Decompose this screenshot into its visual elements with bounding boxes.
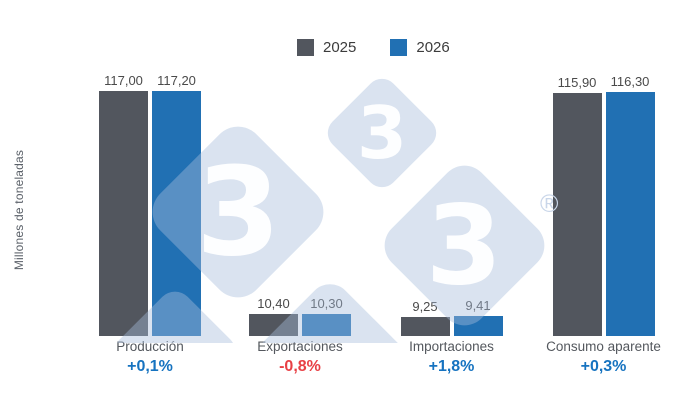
legend-item-2025: 2025: [297, 39, 356, 56]
plot-area: 117,00 117,20 Producción +0,1% 10,40 10,30 Exp…: [99, 73, 661, 375]
category-label-Consumo aparente: Consumo aparente: [546, 339, 661, 354]
legend: 2025 2026: [297, 39, 450, 56]
legend-label: 2026: [416, 39, 450, 56]
bar-2025-Producción: [99, 91, 148, 336]
value-label-2026-Consumo aparente: 116,30: [610, 74, 650, 89]
delta-label-Consumo aparente: +0,3%: [580, 358, 627, 375]
value-label-2026-Exportaciones: 10,30: [310, 296, 343, 311]
bar-2026-Producción: [152, 91, 201, 336]
legend-swatch-icon: [297, 39, 314, 56]
category-label-Exportaciones: Exportaciones: [257, 339, 343, 354]
value-label-2025-Importaciones: 9,25: [412, 299, 438, 314]
bar-2026-Importaciones: [453, 316, 503, 336]
value-label-2025-Exportaciones: 10,40: [257, 296, 290, 311]
legend-item-2026: 2026: [390, 39, 450, 56]
delta-label-Exportaciones: -0,8%: [279, 358, 321, 375]
value-label-2025-Producción: 117,00: [104, 73, 143, 88]
category-label-Producción: Producción: [116, 339, 184, 354]
delta-label-Producción: +0,1%: [127, 358, 173, 375]
legend-swatch-icon: [390, 39, 408, 56]
category-label-Importaciones: Importaciones: [409, 339, 494, 354]
value-label-2025-Consumo aparente: 115,90: [557, 75, 597, 90]
bar-2026-Consumo aparente: [605, 92, 655, 336]
value-label-2026-Producción: 117,20: [157, 73, 196, 88]
value-label-2026-Importaciones: 9,41: [465, 298, 491, 313]
y-axis-title: Millones de toneladas: [12, 149, 26, 271]
legend-label: 2025: [323, 39, 357, 56]
delta-label-Importaciones: +1,8%: [428, 358, 475, 375]
bar-2025-Importaciones: [400, 317, 450, 336]
bar-2026-Exportaciones: [302, 314, 351, 336]
bar-2025-Consumo aparente: [552, 93, 602, 336]
bar-2025-Exportaciones: [249, 314, 298, 336]
